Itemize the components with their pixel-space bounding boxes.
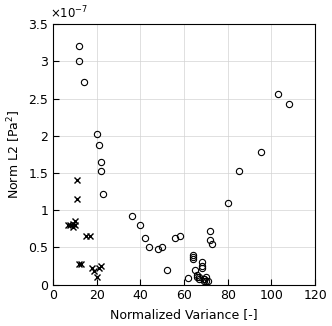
Y-axis label: Norm L2 [Pa$^2$]: Norm L2 [Pa$^2$] [5,110,23,199]
X-axis label: Normalized Variance [-]: Normalized Variance [-] [110,308,258,321]
Text: $\times10^{-7}$: $\times10^{-7}$ [50,5,89,22]
